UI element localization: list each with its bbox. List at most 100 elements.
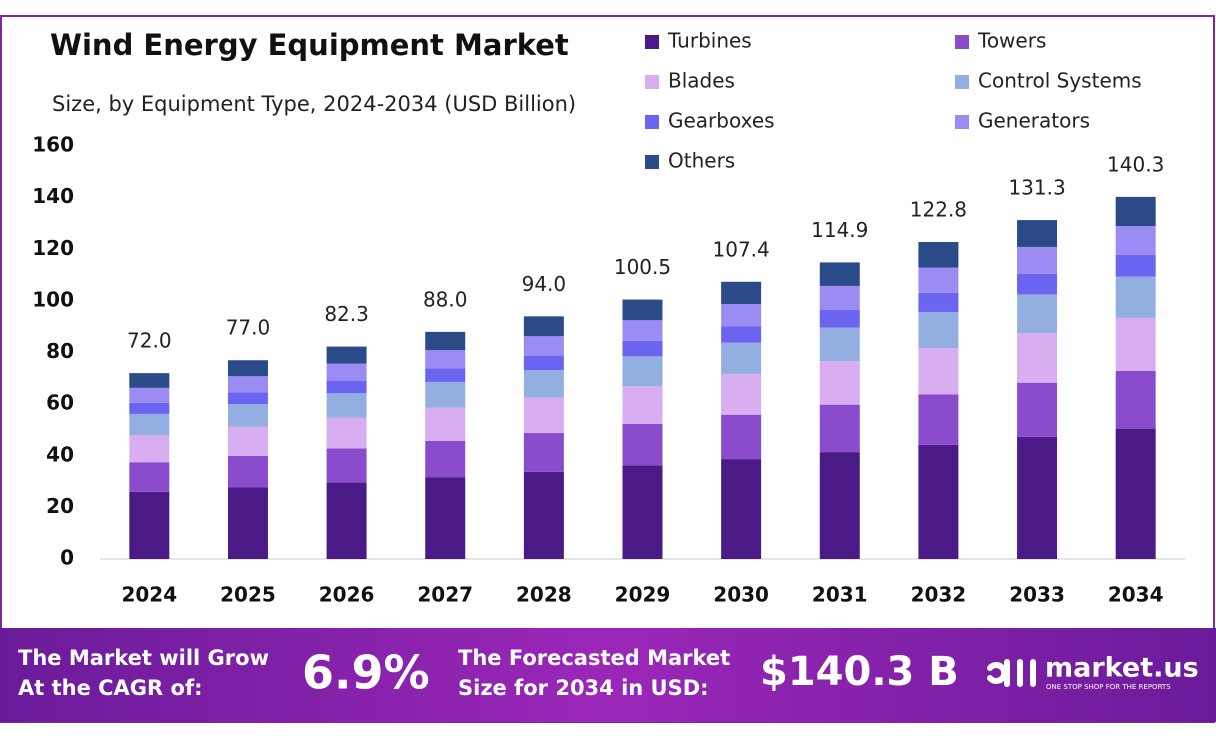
legend-swatch: [955, 115, 969, 129]
bar-segment: [918, 348, 959, 395]
bar-segment: [523, 355, 564, 371]
bar-segment: [721, 414, 762, 460]
total-label: 100.5: [614, 255, 671, 279]
bar-segment: [425, 407, 466, 441]
y-tick-label: 0: [60, 546, 74, 570]
bar-segment: [918, 292, 959, 312]
total-label: 107.4: [713, 237, 770, 261]
bar-segment: [721, 326, 762, 343]
chart-title: Wind Energy Equipment Market: [50, 28, 569, 62]
total-label: 72.0: [127, 329, 172, 353]
bar-segment: [129, 413, 170, 436]
legend-swatch: [645, 75, 659, 89]
x-tick-label: 2024: [121, 583, 177, 607]
bar-segment: [819, 361, 860, 405]
legend-label: Control Systems: [978, 69, 1142, 93]
bar-segment: [523, 397, 564, 434]
footer-text: The Forecasted Market: [458, 646, 730, 670]
legend-label: Blades: [668, 69, 735, 93]
bar-segment: [1115, 254, 1156, 277]
forecast-value: $140.3 B: [760, 649, 959, 695]
legend-label: Towers: [977, 29, 1046, 53]
bar-segment: [622, 356, 663, 387]
bar-segment: [425, 477, 466, 559]
bar-segment: [227, 426, 268, 456]
total-label: 131.3: [1008, 176, 1065, 200]
bar-segment: [622, 340, 663, 357]
bar-segment: [326, 482, 367, 559]
total-label: 88.0: [423, 287, 468, 311]
bar-segment: [523, 433, 564, 472]
bar-segment: [622, 424, 663, 466]
bar-segment: [523, 336, 564, 356]
bar-segment: [227, 487, 268, 559]
x-tick-label: 2032: [911, 583, 967, 607]
x-tick-label: 2027: [417, 583, 473, 607]
bar-segment: [425, 368, 466, 382]
y-tick-label: 20: [46, 494, 74, 518]
y-tick-label: 60: [46, 391, 74, 415]
legend-swatch: [955, 75, 969, 89]
brand-logo: [987, 659, 1036, 687]
total-label: 94.0: [522, 272, 567, 296]
bar-segment: [1115, 196, 1156, 227]
bar-segment: [523, 316, 564, 337]
bar-segment: [819, 452, 860, 559]
bar-segment: [918, 394, 959, 445]
x-tick-label: 2030: [713, 583, 769, 607]
bar-segment: [1017, 294, 1058, 334]
bar-segment: [918, 242, 959, 268]
bar-segment: [1017, 220, 1058, 247]
bar-segment: [622, 299, 663, 321]
bar-segment: [721, 303, 762, 327]
y-tick-label: 80: [46, 339, 74, 363]
bar-segment: [326, 448, 367, 483]
bar-segment: [425, 440, 466, 478]
footer-text: At the CAGR of:: [18, 676, 203, 700]
y-tick-label: 100: [32, 287, 74, 311]
bar-segment: [1017, 436, 1058, 559]
legend-label: Gearboxes: [668, 109, 775, 133]
bar-segment: [1115, 428, 1156, 559]
bar-segment: [622, 386, 663, 425]
total-label: 122.8: [910, 198, 967, 222]
bar-segment: [326, 393, 367, 418]
bar-segment: [1017, 333, 1058, 383]
bar-segment: [227, 392, 268, 405]
y-tick-label: 40: [46, 442, 74, 466]
bar-segment: [326, 363, 367, 381]
x-tick-label: 2029: [615, 583, 671, 607]
bar-segment: [1115, 226, 1156, 255]
x-tick-label: 2031: [812, 583, 868, 607]
bar-segment: [326, 417, 367, 449]
chart-subtitle: Size, by Equipment Type, 2024-2034 (USD …: [52, 92, 576, 116]
bar-segment: [129, 373, 170, 388]
legend-swatch: [645, 155, 659, 169]
bar-segment: [622, 465, 663, 559]
legend-swatch: [645, 115, 659, 129]
total-label: 114.9: [811, 218, 868, 242]
bar-segment: [721, 342, 762, 375]
bar-segment: [523, 370, 564, 398]
bar-segment: [227, 360, 268, 377]
legend-label: Turbines: [667, 29, 752, 53]
brand-name: market.us: [1045, 653, 1199, 684]
bar-segment: [227, 455, 268, 488]
bar-segment: [129, 387, 170, 403]
legend-swatch: [645, 35, 659, 49]
bar-segment: [523, 471, 564, 559]
footer-text: The Market will Grow: [18, 646, 269, 670]
bar-segment: [425, 331, 466, 351]
bar-segment: [721, 374, 762, 415]
x-tick-label: 2033: [1009, 583, 1065, 607]
bar-segment: [819, 327, 860, 362]
bar-segment: [1017, 246, 1058, 275]
bar-segment: [918, 267, 959, 293]
bar-segment: [1115, 276, 1156, 318]
bar-segment: [425, 350, 466, 369]
legend-label: Generators: [978, 109, 1090, 133]
bar-segment: [1017, 274, 1058, 295]
bar-segment: [918, 444, 959, 559]
bar-segment: [1115, 317, 1156, 371]
x-tick-label: 2028: [516, 583, 572, 607]
